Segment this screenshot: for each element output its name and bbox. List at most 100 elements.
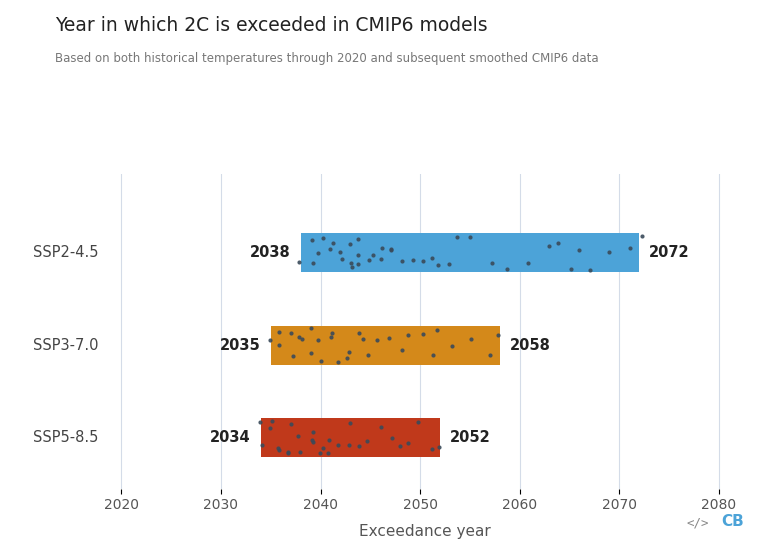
- Point: [351, 250, 363, 259]
- Point: [285, 419, 297, 428]
- Point: [264, 424, 277, 433]
- Text: 2058: 2058: [510, 338, 551, 352]
- Point: [307, 438, 319, 446]
- Point: [282, 448, 294, 457]
- Point: [304, 349, 317, 358]
- Text: Based on both historical temperatures through 2020 and subsequent smoothed CMIP6: Based on both historical temperatures th…: [55, 52, 598, 65]
- Point: [636, 231, 648, 240]
- Point: [353, 329, 365, 337]
- Point: [393, 441, 406, 450]
- Text: 2035: 2035: [220, 338, 261, 352]
- Point: [285, 329, 297, 337]
- Point: [501, 264, 513, 273]
- Point: [336, 255, 349, 264]
- Point: [485, 259, 498, 268]
- Point: [543, 241, 555, 250]
- Point: [334, 248, 346, 256]
- Point: [352, 260, 364, 269]
- Point: [317, 444, 329, 452]
- Point: [623, 243, 636, 252]
- Point: [324, 244, 336, 253]
- Text: SSP2-4.5: SSP2-4.5: [33, 245, 98, 260]
- Point: [344, 240, 356, 249]
- Point: [314, 357, 327, 365]
- Point: [264, 336, 276, 344]
- Point: [273, 446, 285, 454]
- Point: [282, 448, 294, 457]
- Point: [357, 334, 370, 343]
- Point: [293, 258, 306, 267]
- Point: [492, 330, 505, 339]
- Point: [573, 245, 585, 254]
- Point: [314, 449, 327, 458]
- Point: [385, 245, 397, 254]
- Text: 2072: 2072: [649, 245, 690, 260]
- Point: [307, 428, 319, 437]
- Point: [317, 234, 329, 243]
- Text: </>: </>: [686, 516, 709, 529]
- Point: [332, 357, 344, 366]
- Point: [451, 232, 463, 241]
- Point: [426, 254, 438, 263]
- Point: [522, 258, 534, 267]
- Point: [603, 248, 615, 256]
- Point: [292, 332, 305, 341]
- X-axis label: Exceedance year: Exceedance year: [360, 523, 491, 539]
- Text: SSP5-8.5: SSP5-8.5: [33, 430, 98, 445]
- Point: [367, 251, 379, 260]
- Point: [343, 348, 356, 356]
- Point: [385, 433, 398, 442]
- Text: Year in which 2C is exceeded in CMIP6 models: Year in which 2C is exceeded in CMIP6 mo…: [55, 16, 488, 35]
- Point: [584, 265, 597, 274]
- Point: [343, 441, 356, 450]
- Point: [292, 432, 304, 440]
- Bar: [271, 326, 500, 364]
- Point: [376, 244, 388, 252]
- Text: 2038: 2038: [250, 245, 291, 260]
- Text: SSP3-7.0: SSP3-7.0: [33, 338, 98, 352]
- Text: CB: CB: [722, 514, 744, 529]
- Point: [325, 329, 338, 338]
- Point: [346, 262, 358, 271]
- Point: [363, 256, 375, 264]
- Point: [425, 444, 438, 453]
- Point: [395, 256, 408, 265]
- Point: [342, 354, 354, 363]
- Point: [254, 418, 266, 426]
- Point: [305, 324, 317, 333]
- Text: 2034: 2034: [210, 430, 251, 445]
- Point: [417, 257, 429, 266]
- Point: [406, 256, 419, 264]
- Point: [431, 325, 443, 334]
- Point: [484, 351, 496, 359]
- Point: [352, 235, 364, 244]
- Point: [417, 330, 429, 339]
- Point: [323, 435, 335, 444]
- Point: [402, 331, 415, 339]
- Point: [395, 346, 408, 355]
- Point: [443, 260, 456, 268]
- Point: [402, 439, 414, 447]
- Point: [307, 258, 319, 267]
- Point: [327, 239, 339, 248]
- Point: [445, 342, 458, 350]
- Point: [332, 440, 345, 449]
- Point: [256, 441, 268, 450]
- Bar: [300, 233, 640, 272]
- Bar: [261, 418, 440, 457]
- Point: [383, 334, 395, 343]
- Point: [306, 436, 318, 445]
- Point: [431, 260, 444, 269]
- Point: [272, 444, 285, 452]
- Point: [311, 249, 324, 257]
- Point: [464, 232, 477, 241]
- Point: [374, 422, 387, 431]
- Point: [371, 336, 384, 344]
- Point: [361, 437, 374, 445]
- Point: [565, 264, 577, 273]
- Point: [465, 335, 477, 344]
- Point: [311, 336, 324, 345]
- Point: [306, 236, 318, 244]
- Text: 2052: 2052: [450, 430, 491, 445]
- Point: [293, 447, 306, 456]
